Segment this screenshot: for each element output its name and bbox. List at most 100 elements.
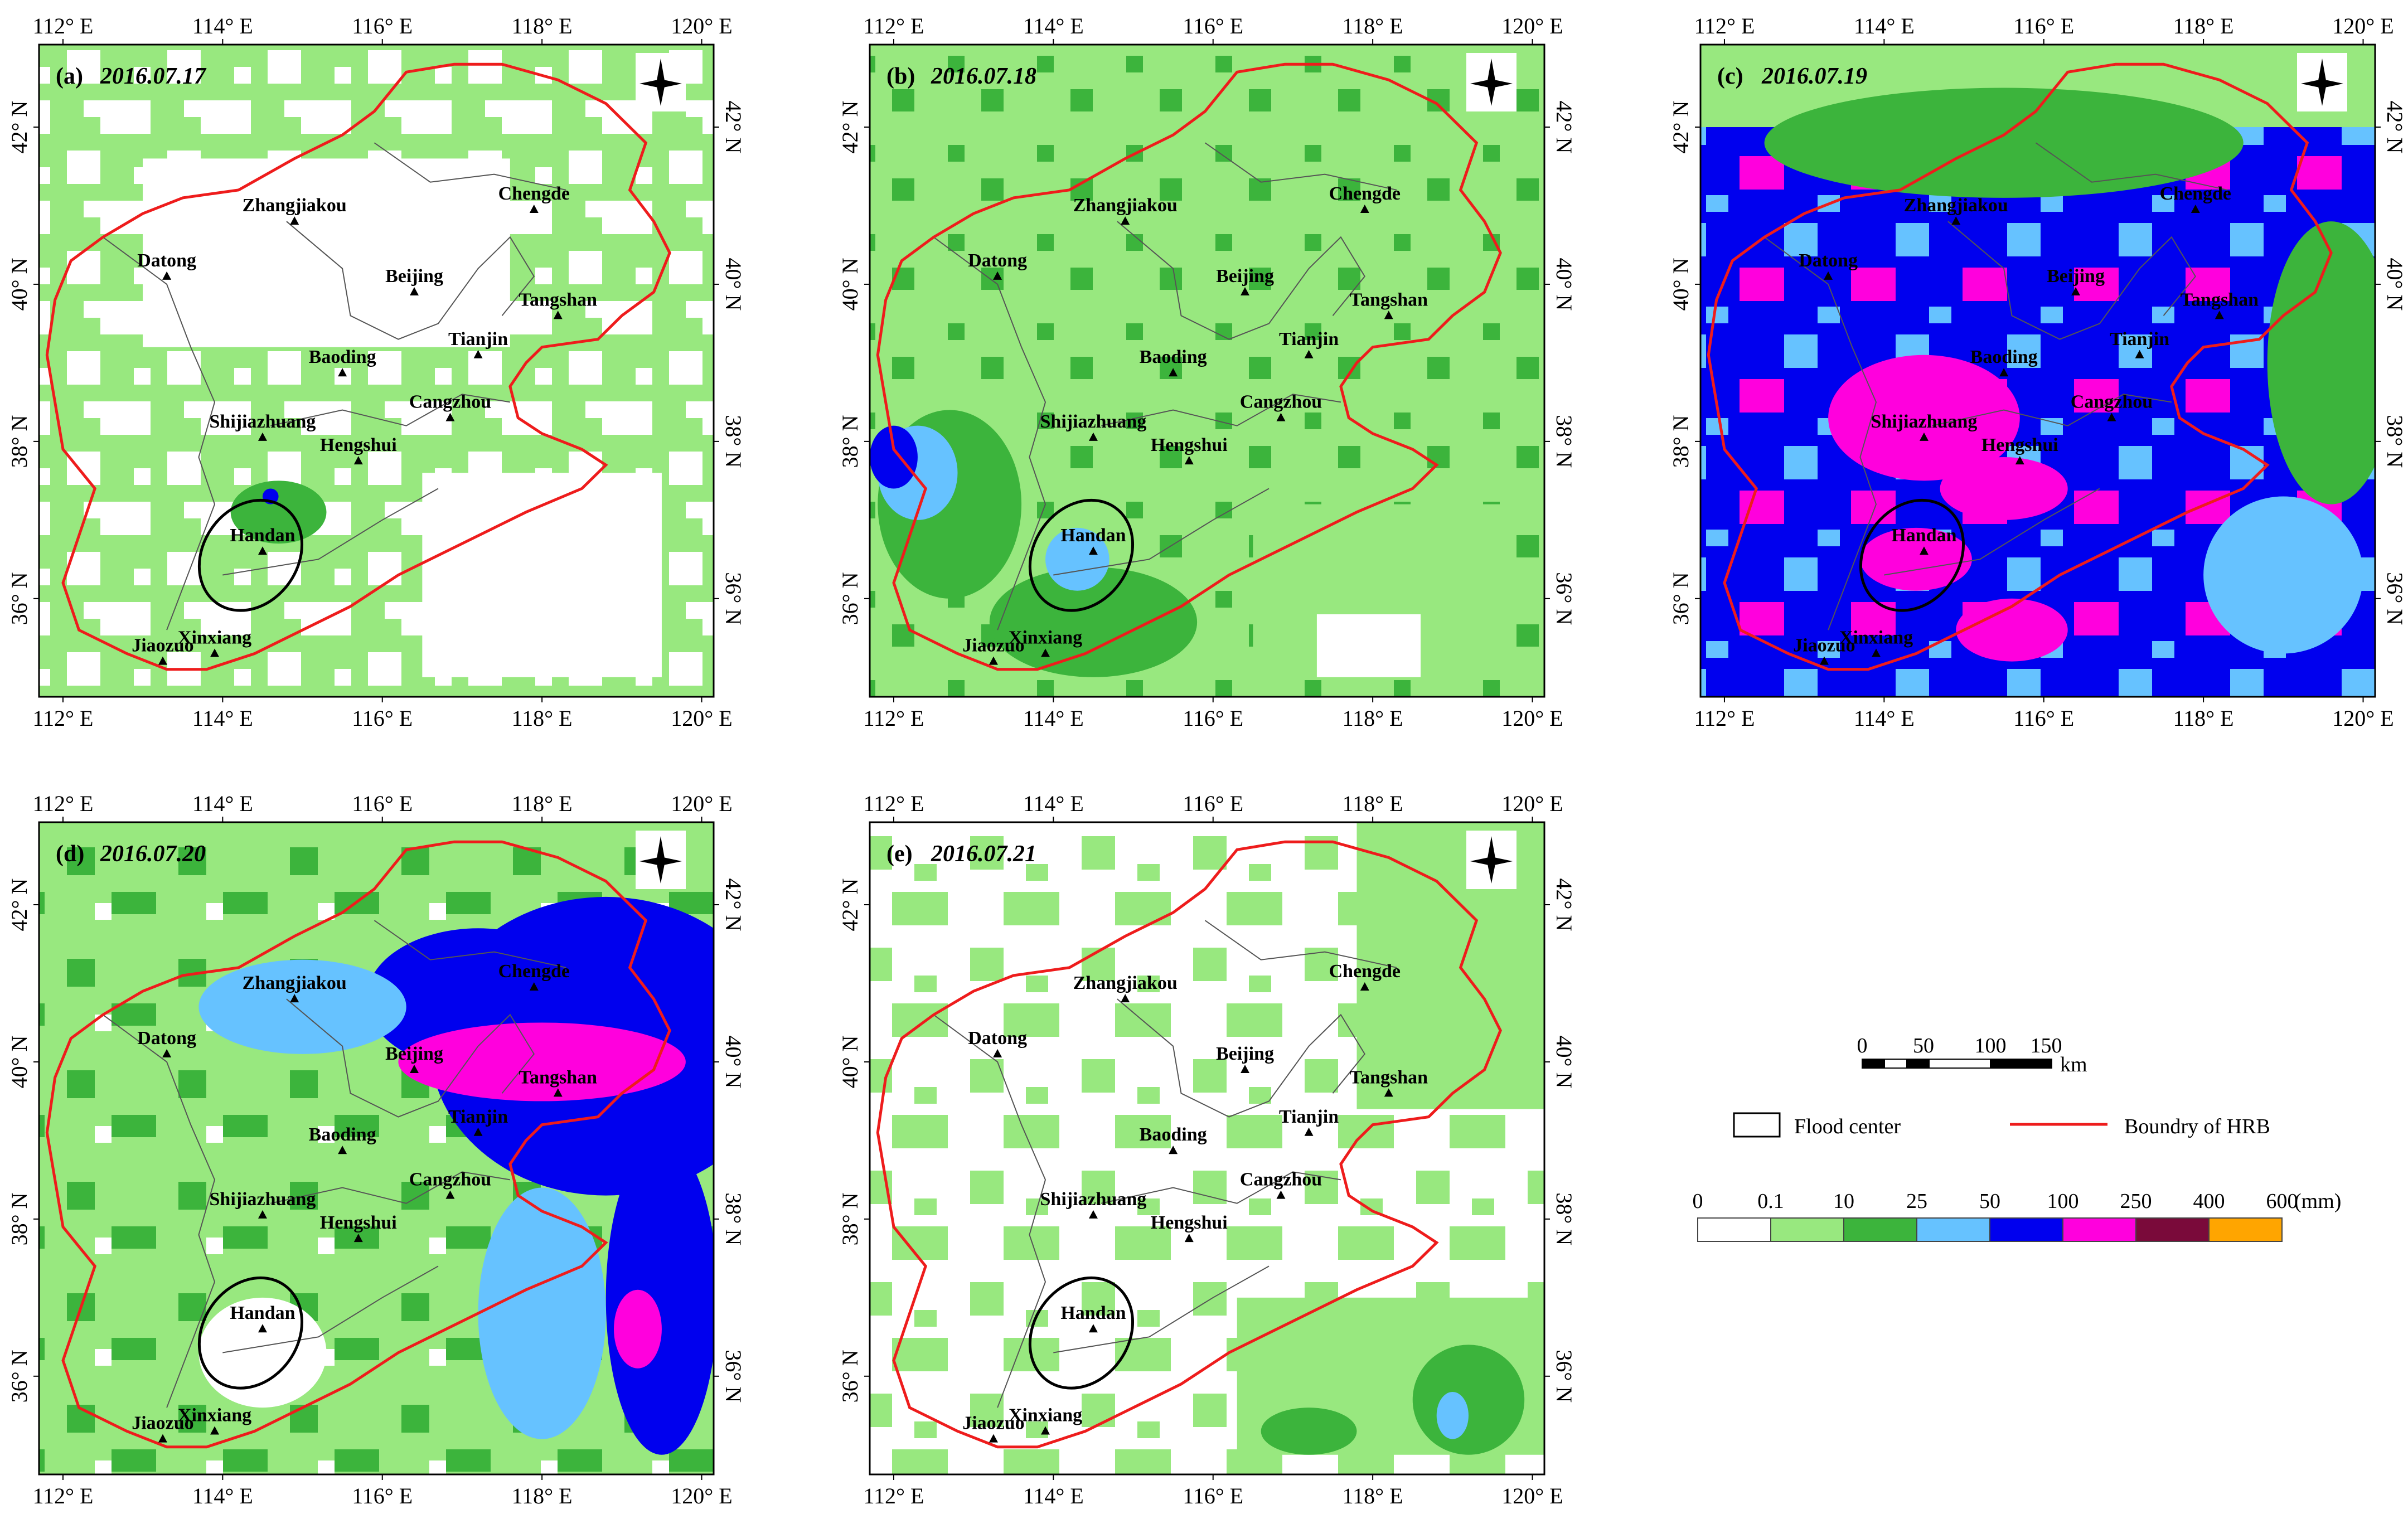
panel-label: (c) (1717, 64, 1743, 89)
city-label-zhangjiakou: Zhangjiakou (243, 973, 347, 993)
lat-tick-label: 36° N (7, 1350, 32, 1403)
colorbar-bin (2135, 1217, 2210, 1242)
raster-patch (478, 1187, 606, 1439)
map-panel-2016.07.19: Zhangjiakou Chengde Datong Beijing Tangshan T… (1668, 13, 2407, 731)
city-marker (258, 1210, 267, 1219)
province-boundary (286, 221, 535, 340)
colorbar-edge-label: 25 (1906, 1190, 1927, 1213)
city-marker (410, 287, 419, 296)
raster-patch (398, 1022, 686, 1101)
city-marker (1384, 310, 1393, 319)
panel-date: 2016.07.18 (931, 64, 1036, 89)
lat-tick-label: 40° N (837, 1035, 863, 1088)
lat-tick-label: 42° N (837, 879, 863, 931)
city-marker (210, 648, 220, 657)
lon-tick-label: 116° E (2013, 13, 2074, 38)
scale-bar-unit: km (2060, 1053, 2087, 1076)
raster-patch (1316, 614, 1421, 677)
city-marker (2015, 456, 2024, 465)
lat-tick-label: 40° N (1552, 1035, 1577, 1088)
lat-tick-label: 42° N (2382, 101, 2407, 154)
city-marker (989, 656, 998, 665)
lon-tick-label: 118° E (1343, 706, 1403, 731)
city-label-tangshan: Tangshan (1350, 289, 1428, 310)
city-label-jiaozuo: Jiaozuo (962, 1413, 1024, 1434)
lon-tick-label: 118° E (1343, 1483, 1403, 1508)
city-label-shijiazhuang: Shijiazhuang (210, 411, 316, 432)
lat-tick-label: 36° N (1668, 572, 1693, 625)
city-label-jiaozuo: Jiaozuo (132, 635, 193, 656)
city-label-hengshui: Hengshui (1981, 435, 2058, 455)
scale-bar-segment (1906, 1059, 1930, 1069)
raster-patch (198, 959, 406, 1054)
province-boundary (1101, 1171, 1341, 1204)
province-boundary (1947, 221, 2197, 340)
lon-tick-label: 118° E (512, 791, 573, 816)
lat-tick-label: 40° N (1668, 258, 1693, 310)
city-marker (993, 1049, 1002, 1057)
colorbar-edge-label: 600 (2266, 1190, 2298, 1213)
lon-tick-label: 114° E (1854, 706, 1915, 731)
province-boundary (1053, 488, 1270, 576)
colorbar-bin (1770, 1217, 1844, 1242)
lon-tick-label: 116° E (2013, 706, 2074, 731)
hrb-boundary (876, 840, 1502, 1449)
city-label-datong: Datong (968, 1028, 1027, 1049)
city-marker (210, 1426, 220, 1435)
city-label-cangzhou: Cangzhou (409, 1170, 491, 1190)
lat-tick-label: 42° N (7, 101, 32, 154)
lon-tick-label: 118° E (512, 706, 573, 731)
city-label-xinxiang: Xinxiang (1009, 627, 1082, 648)
panel-label: (b) (886, 64, 915, 89)
city-marker (338, 368, 347, 377)
city-label-tangshan: Tangshan (519, 289, 598, 310)
lat-tick-label: 36° N (7, 572, 32, 625)
city-marker (553, 1088, 563, 1097)
city-label-tianjin: Tianjin (448, 329, 508, 350)
map-frame (38, 821, 715, 1476)
city-label-cangzhou: Cangzhou (1240, 392, 1322, 413)
city-label-beijing: Beijing (1216, 266, 1274, 287)
city-label-tianjin: Tianjin (2110, 329, 2169, 350)
lat-tick-label: 38° N (837, 1192, 863, 1245)
city-marker (158, 656, 167, 665)
lon-tick-label: 116° E (1183, 13, 1243, 38)
lat-tick-label: 36° N (2382, 572, 2407, 625)
city-label-xinxiang: Xinxiang (1839, 627, 1913, 648)
province-boundary (103, 236, 216, 630)
city-marker (553, 310, 563, 319)
lon-tick-label: 114° E (1023, 1483, 1084, 1508)
lon-tick-label: 120° E (2332, 13, 2394, 38)
city-marker (353, 1234, 363, 1243)
lon-tick-label: 114° E (192, 791, 253, 816)
city-marker (2107, 413, 2116, 421)
raster-patch (1956, 598, 2068, 662)
boundary-legend: Boundry of HRB (2010, 1115, 2270, 1138)
city-label-chengde: Chengde (498, 961, 570, 982)
city-label-tangshan: Tangshan (519, 1067, 598, 1088)
city-label-shijiazhuang: Shijiazhuang (1871, 411, 1978, 432)
colorbar-edge-label: 0.1 (1757, 1190, 1784, 1213)
hrb-boundary (45, 840, 671, 1449)
province-boundary (1101, 394, 1341, 426)
scale-bar-segment (1862, 1059, 1885, 1069)
lon-tick-label: 112° E (32, 13, 93, 38)
raster-patch (198, 1297, 327, 1408)
city-marker (162, 1049, 172, 1057)
city-marker (1999, 368, 2009, 377)
panel-label: (d) (56, 841, 84, 867)
lon-tick-label: 118° E (512, 13, 573, 38)
lon-tick-label: 120° E (671, 791, 732, 816)
province-boundary (1117, 221, 1366, 340)
raster-patch (2203, 496, 2363, 654)
lon-tick-label: 120° E (2332, 706, 2394, 731)
panel-date: 2016.07.20 (100, 841, 206, 867)
map-panel-2016.07.20: Zhangjiakou Chengde Datong Beijing Tangshan T… (7, 791, 746, 1508)
city-marker (162, 271, 172, 280)
city-label-cangzhou: Cangzhou (1240, 1170, 1322, 1190)
city-label-handan: Handan (230, 1303, 295, 1323)
city-label-handan: Handan (230, 525, 295, 546)
raster-patch (614, 1289, 662, 1369)
colorbar-bin (2208, 1217, 2283, 1242)
